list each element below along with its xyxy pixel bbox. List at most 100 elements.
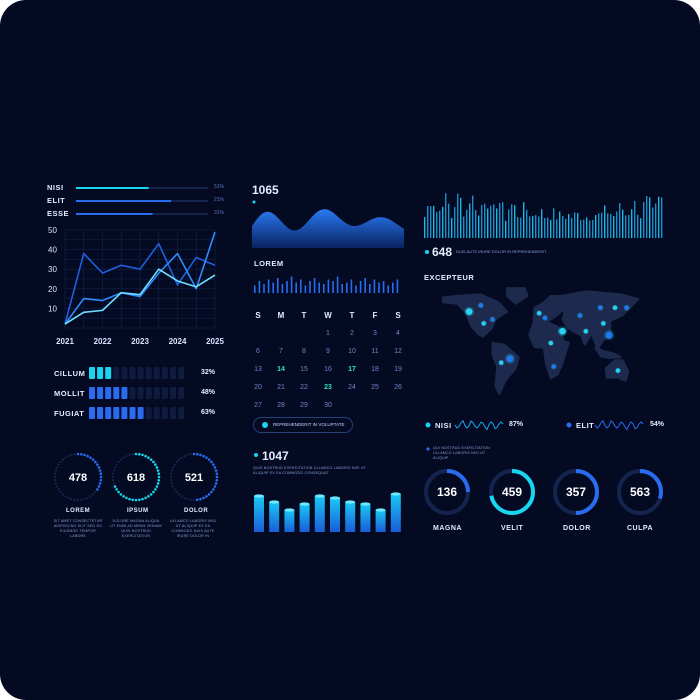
ring-dot bbox=[76, 452, 80, 456]
mini-bar bbox=[309, 281, 311, 293]
ring-dot bbox=[149, 458, 153, 461]
ring-dot bbox=[157, 478, 161, 482]
ring-dot bbox=[155, 485, 159, 488]
calendar-day[interactable]: 10 bbox=[348, 348, 356, 355]
segment bbox=[145, 367, 152, 379]
wave-bar bbox=[532, 215, 534, 238]
calendar-day[interactable]: 25 bbox=[371, 384, 379, 391]
ring-value: 136 bbox=[437, 485, 457, 499]
waveform-caption: DUIS AUTE IRURE DOLOR IN REPREHENDERIT bbox=[456, 249, 547, 254]
calendar-day[interactable]: 6 bbox=[256, 348, 260, 355]
continent-shape bbox=[561, 290, 640, 351]
wave-bar bbox=[598, 213, 600, 238]
ring-dot bbox=[157, 472, 161, 476]
calendar-day[interactable]: 27 bbox=[254, 402, 262, 409]
calendar-day[interactable]: 15 bbox=[300, 366, 308, 373]
wave-bar bbox=[610, 213, 612, 238]
calendar-day[interactable]: 22 bbox=[300, 384, 308, 391]
calendar-day[interactable]: 23 bbox=[324, 384, 332, 391]
mini-bar bbox=[313, 278, 316, 293]
ring-dot bbox=[54, 469, 57, 472]
note-text: QUI NOSTRUD EXERCITATION ULLAMCO LABORIS… bbox=[433, 446, 490, 460]
wave-bar bbox=[655, 203, 657, 238]
wave-bar bbox=[523, 202, 525, 238]
series-line-1 bbox=[64, 231, 216, 325]
segment bbox=[121, 387, 128, 399]
ring-dot bbox=[186, 453, 189, 456]
mini-bar bbox=[359, 281, 362, 293]
wave-bar bbox=[430, 206, 432, 238]
mini-bar bbox=[382, 281, 385, 293]
ring-dot bbox=[183, 455, 186, 458]
mini-bar bbox=[290, 276, 293, 293]
calendar-day[interactable]: 8 bbox=[302, 348, 306, 355]
reprehenderit-button[interactable]: REPREHENDERIT IN VOLUPTATE bbox=[253, 417, 353, 433]
calendar-day[interactable]: 30 bbox=[324, 402, 332, 409]
ring-fill bbox=[617, 469, 663, 515]
calendar-day[interactable]: 29 bbox=[300, 402, 308, 409]
calendar-day[interactable]: 11 bbox=[371, 348, 378, 355]
wave-bar bbox=[502, 201, 504, 238]
map-dot bbox=[583, 329, 589, 334]
ring-dot bbox=[97, 466, 101, 469]
calendar-day[interactable]: 28 bbox=[277, 402, 285, 409]
calendar-day[interactable]: 24 bbox=[348, 384, 356, 391]
wave-bar bbox=[604, 205, 606, 238]
segment bbox=[137, 407, 144, 419]
ring-dot bbox=[137, 498, 141, 502]
ring-dot bbox=[97, 485, 101, 488]
segment bbox=[129, 387, 136, 399]
wave-bar bbox=[574, 212, 576, 238]
map-title: EXCEPTEUR bbox=[424, 273, 475, 282]
bar-cap bbox=[390, 492, 401, 496]
y-tick-label: 30 bbox=[48, 265, 57, 274]
wave-bar bbox=[427, 205, 429, 238]
calendar-day[interactable]: 19 bbox=[394, 366, 402, 373]
calendar-day[interactable]: 26 bbox=[394, 384, 402, 391]
calendar-day[interactable]: 4 bbox=[396, 330, 400, 337]
calendar-day[interactable]: 18 bbox=[371, 366, 379, 373]
ring-dot bbox=[98, 469, 102, 472]
segment bbox=[97, 407, 104, 419]
ring-value: 459 bbox=[502, 485, 522, 499]
calendar-day[interactable]: 3 bbox=[373, 330, 377, 337]
segment bbox=[178, 367, 185, 379]
calendar-day[interactable]: 16 bbox=[324, 366, 332, 373]
ring-dot bbox=[170, 472, 173, 475]
calendar-day[interactable]: 14 bbox=[277, 366, 285, 373]
ring-dot bbox=[117, 460, 120, 463]
mini-bar bbox=[373, 279, 376, 293]
calendar-day[interactable]: 13 bbox=[254, 366, 262, 373]
map-dot bbox=[506, 355, 514, 363]
series-line-2 bbox=[64, 268, 216, 325]
calendar-day[interactable]: 2 bbox=[350, 330, 354, 337]
wave-bar bbox=[526, 209, 528, 238]
map-dot bbox=[551, 364, 556, 369]
map-dot bbox=[465, 308, 473, 316]
ring-dot bbox=[202, 496, 205, 500]
calendar-day[interactable]: 20 bbox=[254, 384, 262, 391]
calendar-day[interactable]: 12 bbox=[394, 348, 402, 355]
mini-bar bbox=[336, 276, 339, 293]
calendar-day[interactable]: 21 bbox=[277, 384, 285, 391]
wave-bar bbox=[625, 215, 627, 238]
calendar-day[interactable]: 1 bbox=[326, 330, 330, 337]
ring-dot bbox=[177, 458, 180, 461]
segment bbox=[161, 387, 168, 399]
map-dot bbox=[536, 311, 542, 316]
wave-bar bbox=[571, 217, 573, 238]
ring-dot bbox=[193, 499, 195, 501]
calendar-day[interactable]: 7 bbox=[279, 348, 283, 355]
ring-dot bbox=[86, 496, 89, 499]
ring-dot bbox=[175, 460, 178, 463]
calendar-day[interactable]: 9 bbox=[326, 348, 330, 355]
x-tick-label: 2022 bbox=[94, 337, 112, 346]
wave-bar bbox=[499, 203, 501, 238]
sparkline-elit bbox=[594, 419, 644, 431]
bars-dot-icon bbox=[254, 453, 258, 457]
ring-dot bbox=[131, 498, 135, 502]
mini-bar bbox=[258, 281, 261, 293]
calendar-day[interactable]: 17 bbox=[348, 366, 356, 373]
